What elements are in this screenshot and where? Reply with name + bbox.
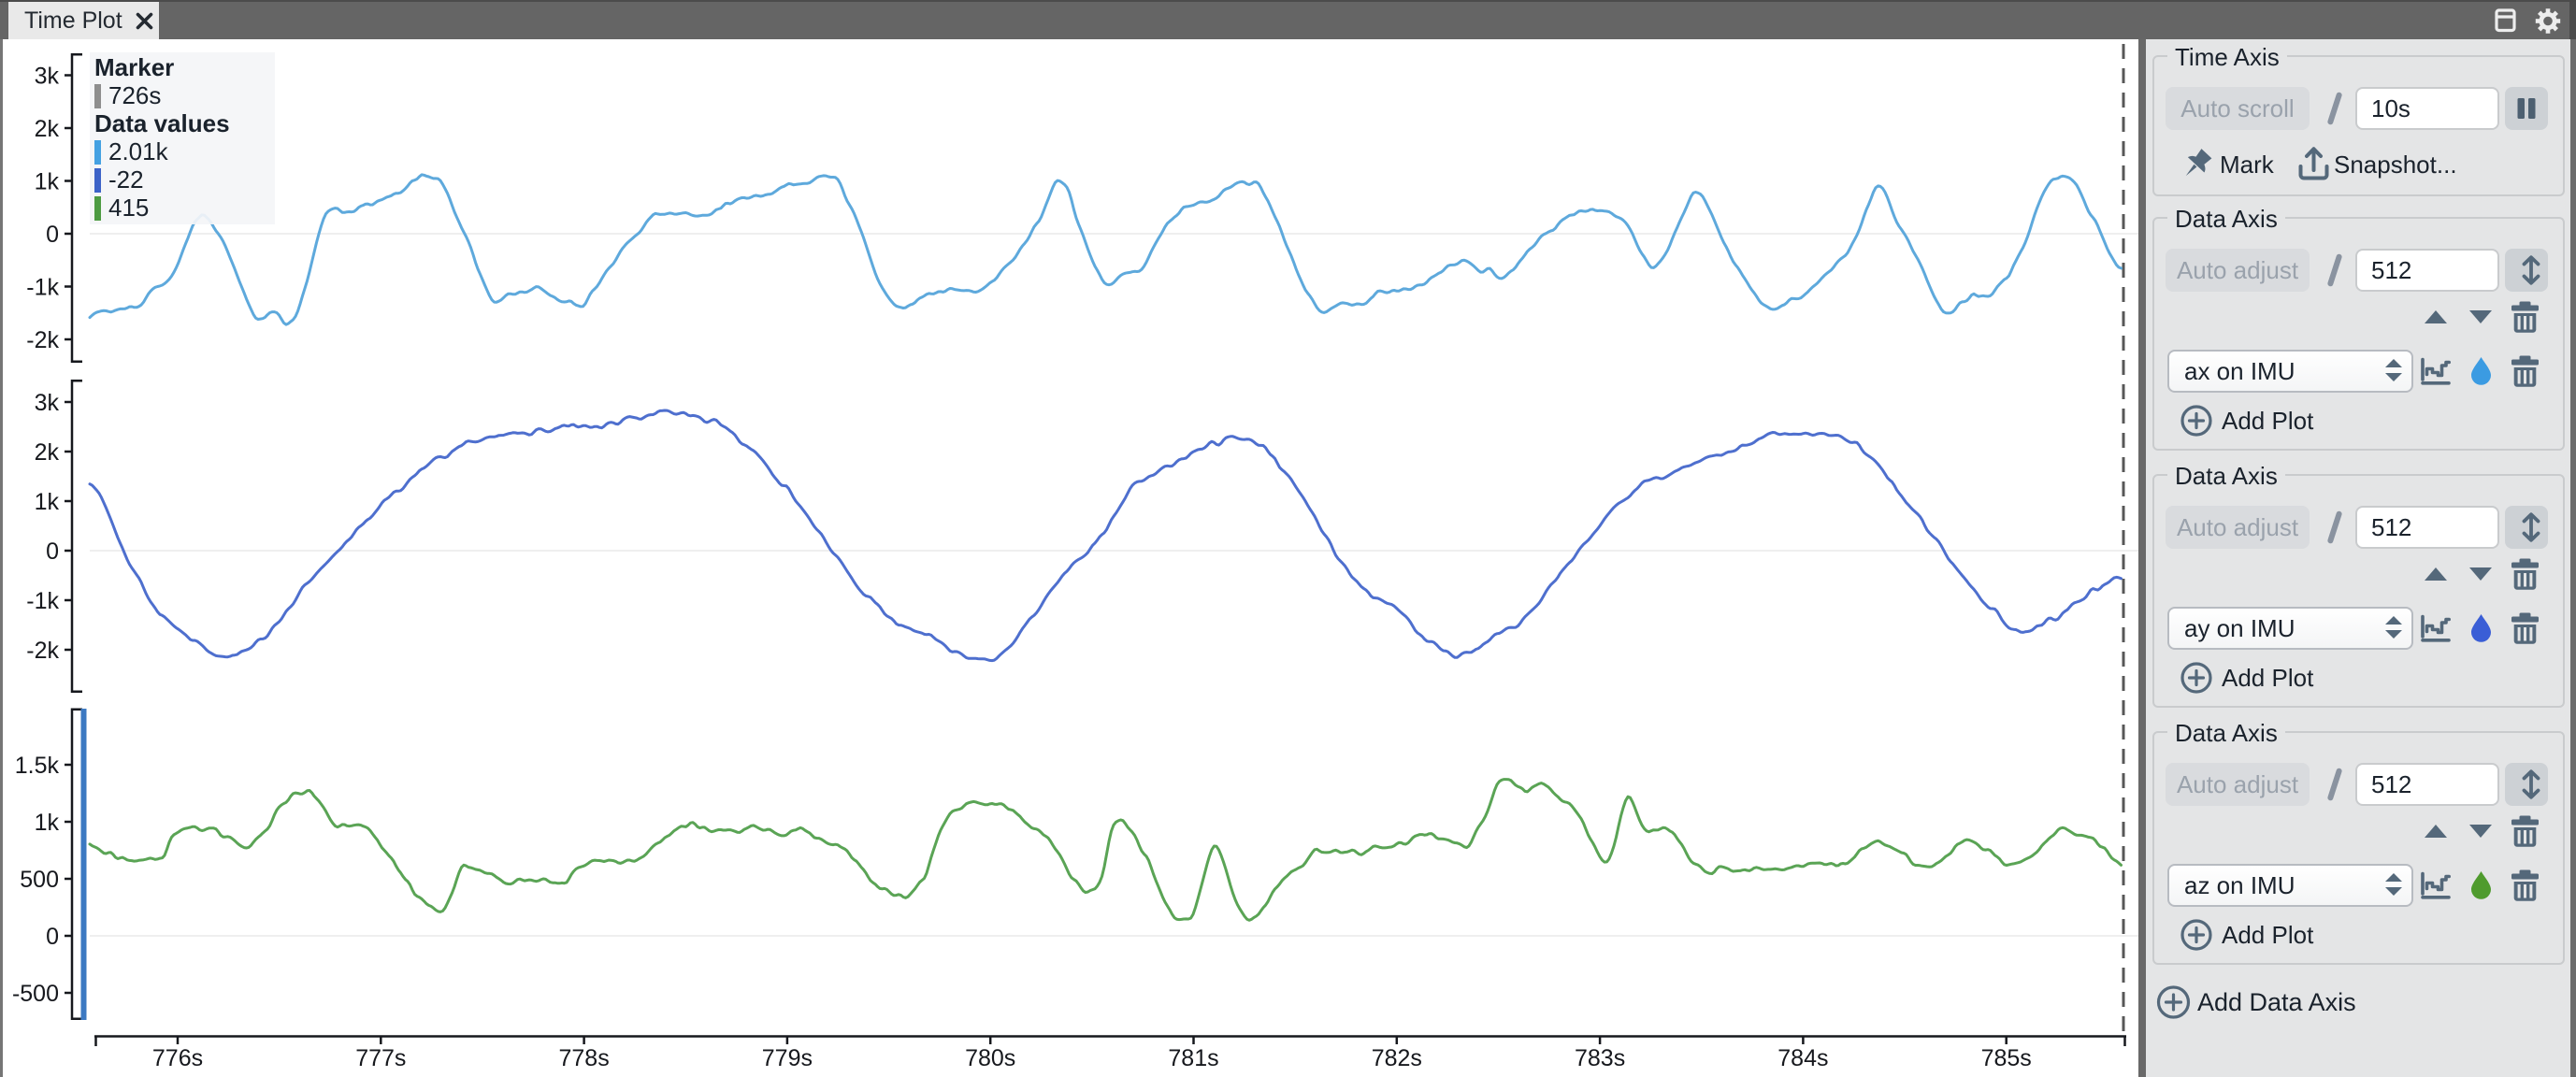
svg-text:0: 0 <box>46 222 59 248</box>
svg-text:2k: 2k <box>35 439 60 466</box>
svg-text:1k: 1k <box>35 169 60 195</box>
svg-text:500: 500 <box>20 867 59 893</box>
svg-text:-1k: -1k <box>26 275 59 301</box>
svg-text:1k: 1k <box>35 810 60 836</box>
svg-text:1k: 1k <box>35 489 60 515</box>
svg-text:778s: 778s <box>558 1045 609 1071</box>
svg-text:1.5k: 1.5k <box>15 753 60 779</box>
svg-text:-1k: -1k <box>26 588 59 614</box>
svg-text:785s: 785s <box>1981 1045 2032 1071</box>
svg-text:784s: 784s <box>1777 1045 1828 1071</box>
svg-text:2k: 2k <box>35 116 60 142</box>
svg-text:-2k: -2k <box>26 327 59 353</box>
svg-text:0: 0 <box>46 924 59 950</box>
svg-text:0: 0 <box>46 538 59 565</box>
svg-text:-2k: -2k <box>26 638 59 664</box>
svg-text:3k: 3k <box>35 64 60 90</box>
svg-text:783s: 783s <box>1575 1045 1625 1071</box>
svg-text:782s: 782s <box>1372 1045 1422 1071</box>
svg-text:779s: 779s <box>762 1045 813 1071</box>
svg-text:3k: 3k <box>35 390 60 416</box>
svg-text:781s: 781s <box>1168 1045 1218 1071</box>
svg-text:776s: 776s <box>152 1045 203 1071</box>
svg-text:780s: 780s <box>965 1045 1015 1071</box>
svg-text:-500: -500 <box>12 981 59 1007</box>
svg-text:777s: 777s <box>355 1045 406 1071</box>
